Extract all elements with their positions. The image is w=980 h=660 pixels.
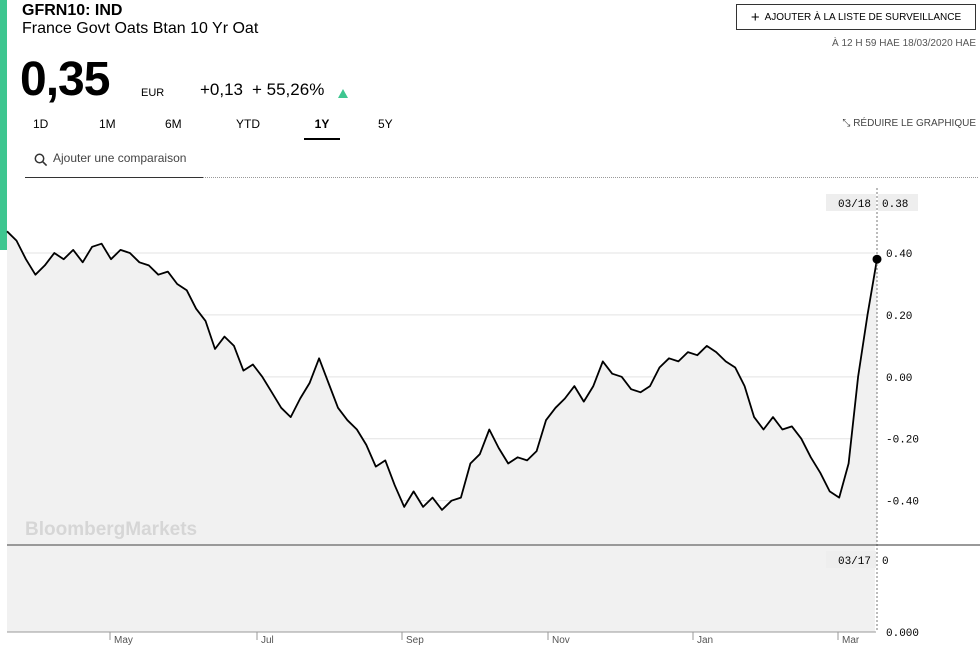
tab-5y[interactable]: 5Y [378,117,393,131]
price-line [6,230,878,511]
comparison-search [25,148,203,178]
y-tick-label: 0.40 [886,249,912,261]
price-area [7,231,877,545]
x-tick-label: Sep [406,635,424,646]
timestamp: À 12 H 59 HAE 18/03/2020 HAE [832,38,976,49]
lower-cursor-date: 03/17 [838,556,871,568]
x-tick-label: Jul [261,635,274,646]
collapse-icon: ⤡ [842,118,851,129]
ticker-symbol: GFRN10: IND [22,2,123,19]
comparison-input[interactable] [53,151,201,165]
watermark: BloombergMarkets [25,519,197,540]
tab-1m[interactable]: 1M [99,117,116,131]
tab-1d[interactable]: 1D [33,117,49,131]
lower-panel [7,546,875,632]
arrow-up-icon [338,89,348,98]
security-name: France Govt Oats Btan 10 Yr Oat [22,20,259,37]
change-percent: + 55,26% [252,80,325,99]
price-value: 0,35 [20,53,110,106]
lower-y-tick: 0.000 [886,628,919,640]
cursor-date-box [826,194,876,211]
watchlist-label: AJOUTER À LA LISTE DE SURVEILLANCE [764,11,962,23]
tab-ytd[interactable]: YTD [236,117,260,131]
x-tick-label: Nov [552,635,570,646]
y-tick-label: 0.20 [886,311,912,323]
cursor-value-box [878,194,918,211]
add-to-watchlist-button[interactable]: + AJOUTER À LA LISTE DE SURVEILLANCE [736,4,976,30]
y-axis-ticks: 0.40 0.20 0.00 -0.20 -0.40 [886,249,919,509]
currency-label: EUR [141,87,165,99]
y-tick-label: -0.40 [886,497,919,509]
reduce-chart-button[interactable]: ⤡ RÉDUIRE LE GRAPHIQUE [842,118,976,129]
change-absolute: +0,13 [200,80,244,99]
last-point-marker[interactable] [872,254,882,264]
tab-6m[interactable]: 6M [165,117,182,131]
lower-cursor-date-box [826,551,876,568]
x-axis-ticks: May Jul Sep Nov Jan Mar [109,632,860,646]
plus-icon: + [750,8,760,26]
price-chart: 0.40 0.20 0.00 -0.20 -0.40 03/18 0.38 Bloomb… [6,188,980,646]
cursor-date: 03/18 [838,199,871,211]
y-tick-label: 0.00 [886,373,912,385]
accent-bar [0,0,7,250]
x-tick-label: May [114,635,133,646]
reduce-chart-label: RÉDUIRE LE GRAPHIQUE [853,118,976,129]
search-icon [34,153,48,167]
x-tick-label: Jan [697,635,713,646]
range-tabs: 1D 1M 6M YTD 1Y 5Y [22,116,422,140]
cursor-value: 0.38 [882,199,908,211]
tab-1y[interactable]: 1Y [304,116,340,140]
divider [203,177,978,178]
lower-cursor-value: 0 [882,556,889,568]
y-tick-label: -0.20 [886,435,919,447]
x-tick-label: Mar [842,635,860,646]
